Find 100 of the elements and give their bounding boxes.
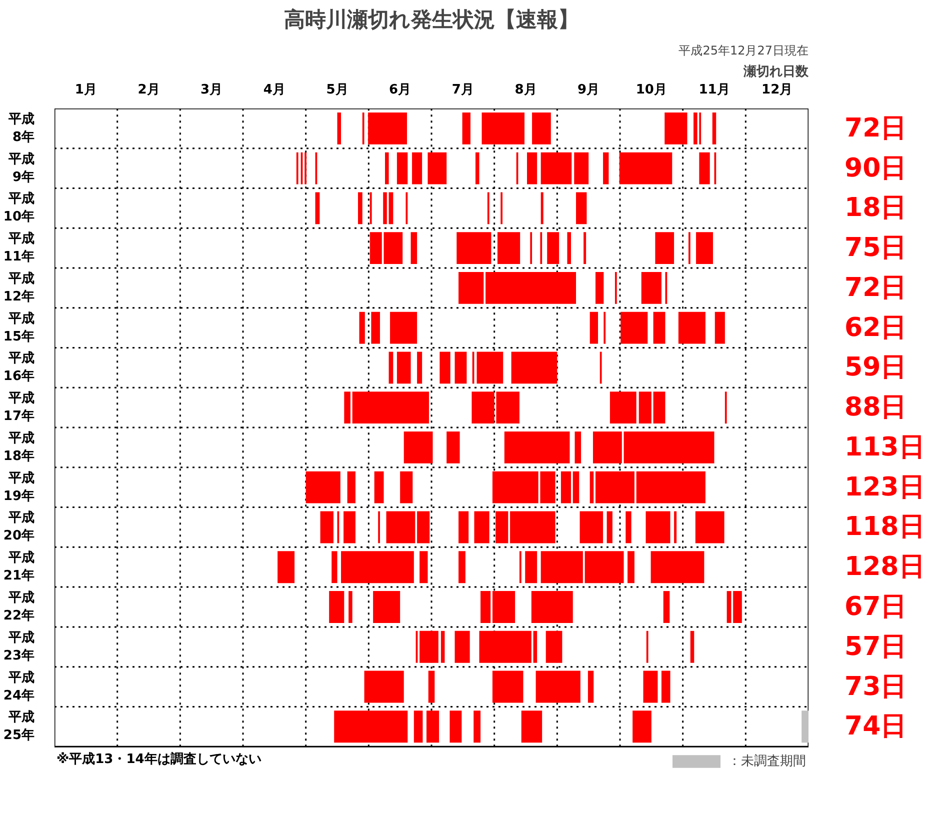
bar: [417, 352, 422, 384]
bar: [454, 352, 467, 384]
bar: [482, 112, 524, 144]
text: 118日: [844, 512, 925, 542]
y-tick-label: 平成 11年: [3, 232, 35, 265]
x-tick-label: 10月: [636, 82, 667, 98]
y-tick-label: 平成 22年: [3, 590, 35, 624]
bar: [636, 471, 706, 504]
y-tick-label: 平成 12年: [3, 271, 35, 304]
bar: [278, 551, 295, 584]
y-tick-label: 平成 9年: [8, 152, 34, 185]
text: 67日: [844, 592, 907, 622]
bar: [347, 471, 356, 504]
bar: [674, 511, 677, 544]
bar: [385, 152, 389, 184]
bar: [690, 630, 694, 663]
bar: [390, 312, 418, 344]
bar: [474, 511, 490, 544]
bar: [428, 670, 435, 703]
bar: [694, 112, 698, 144]
bar: [344, 392, 350, 424]
bar: [610, 392, 636, 424]
bar: [329, 591, 344, 623]
bar: [661, 670, 670, 703]
text: 74日: [844, 712, 907, 742]
y-tick-label: 平成 23年: [3, 630, 35, 664]
x-tick-label: 8月: [514, 82, 537, 98]
bar: [646, 511, 670, 544]
bar: [663, 591, 670, 623]
x-tick-label: 3月: [200, 82, 223, 98]
bar: [638, 392, 652, 424]
bar: [572, 471, 580, 504]
bar: [332, 551, 338, 584]
bar: [475, 152, 480, 184]
text: 128日: [844, 552, 925, 582]
bar: [400, 471, 413, 504]
bar: [726, 591, 732, 623]
bar: [624, 432, 714, 464]
bar: [695, 511, 724, 544]
bar: [479, 630, 532, 663]
bar: [532, 112, 551, 144]
bar: [696, 232, 713, 264]
bar: [664, 112, 688, 144]
bar: [306, 471, 340, 504]
text: 72日: [844, 113, 907, 144]
bar: [480, 591, 491, 623]
y-tick-label: 平成 8年: [8, 112, 34, 145]
bar: [590, 471, 594, 504]
x-tick-label: 2月: [138, 82, 160, 98]
bar: [462, 112, 470, 144]
bar: [396, 152, 408, 184]
x-tick-label: 11月: [698, 82, 730, 98]
bar: [404, 432, 433, 464]
text: 113日: [844, 432, 925, 462]
bar: [595, 272, 604, 304]
text: ※平成13・14年は調査していない: [56, 751, 262, 768]
x-tick-label: 4月: [263, 82, 286, 98]
bar: [576, 192, 587, 224]
bar: [527, 152, 538, 184]
bar: [446, 432, 460, 464]
bar: [626, 511, 632, 544]
bar: [606, 511, 612, 544]
bar: [348, 591, 352, 623]
bar: [653, 312, 666, 344]
text: 18日: [844, 193, 907, 224]
bar: [374, 471, 384, 504]
bar: [560, 471, 571, 504]
text: 瀬切れ日数: [742, 64, 810, 80]
bar: [410, 232, 418, 264]
bar: [383, 192, 387, 224]
bar: [588, 670, 594, 703]
y-tick-label: 平成 19年: [3, 470, 35, 504]
bar: [388, 352, 394, 384]
x-tick-label: 1月: [74, 82, 97, 98]
bar: [359, 312, 365, 344]
bar: [388, 192, 394, 224]
bar: [373, 591, 400, 623]
x-tick-label: 6月: [389, 82, 412, 98]
bar: [574, 152, 589, 184]
bar: [396, 352, 411, 384]
bar: [456, 232, 492, 264]
text: 57日: [844, 632, 907, 662]
bar: [547, 232, 560, 264]
bar: [536, 670, 580, 703]
bar: [540, 551, 583, 584]
y-tick-label: 平成 10年: [3, 192, 35, 225]
bar: [595, 471, 634, 504]
bar: [497, 232, 520, 264]
bar: [653, 392, 666, 424]
bar: [352, 392, 429, 424]
y-tick-label: 平成 24年: [3, 670, 35, 704]
bar: [458, 272, 484, 304]
bar: [320, 511, 334, 544]
bar: [632, 710, 652, 743]
y-tick-label: 平成 17年: [3, 391, 35, 424]
bar: [492, 670, 524, 703]
bar: [619, 152, 672, 184]
bar: [412, 152, 422, 184]
bar: [525, 551, 538, 584]
x-tick-label: 5月: [326, 82, 348, 98]
